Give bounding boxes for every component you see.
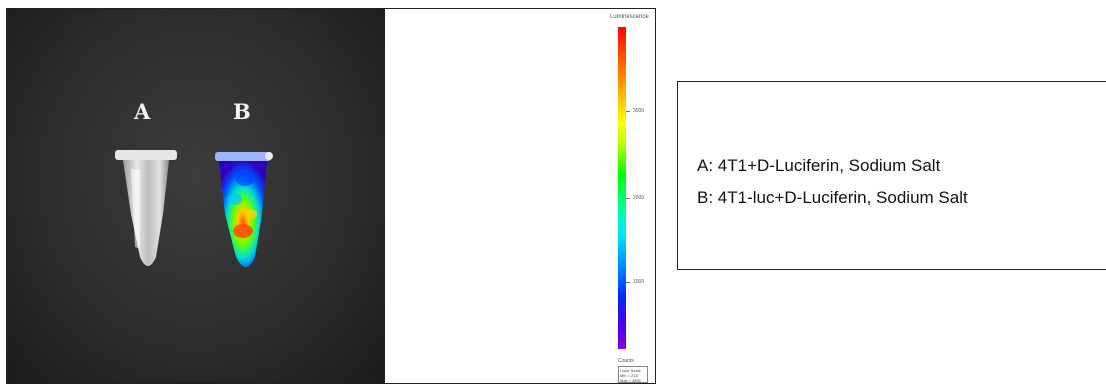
tubes-illustration: [115, 150, 273, 267]
tube-label-a: A: [134, 99, 151, 124]
scale-tick: [626, 111, 630, 112]
bioluminescence-figure: A B Luminescence 3000 2000 1000 Counts C…: [6, 8, 656, 384]
color-scale-title: Color Scale: [620, 368, 641, 373]
scale-title: Luminescence: [610, 14, 649, 20]
scale-tick-label: 1000: [633, 279, 645, 285]
tube-photo: A B: [7, 9, 385, 383]
scale-tick: [626, 282, 630, 283]
scale-tick: [626, 198, 630, 199]
scale-tick-label: 2000: [633, 195, 645, 201]
tube-b: [215, 152, 273, 267]
legend-line-b: B: 4T1-luc+D-Luciferin, Sodium Salt: [697, 188, 968, 207]
tube-label-b: B: [233, 99, 251, 124]
color-scale-max: Max = 3891: [620, 378, 642, 383]
color-scale-min: Min = 218: [620, 373, 638, 378]
tube-a: [115, 150, 177, 266]
scale-tick-label: 3000: [633, 108, 645, 114]
scale-units-label: Counts: [618, 358, 634, 364]
legend-line-a: A: 4T1+D-Luciferin, Sodium Salt: [697, 156, 941, 175]
legend-box: A: 4T1+D-Luciferin, Sodium Salt B: 4T1-l…: [677, 81, 1106, 270]
color-scale-box: Color Scale Min = 218 Max = 3891: [618, 366, 648, 383]
luminescence-color-bar: [618, 27, 626, 349]
